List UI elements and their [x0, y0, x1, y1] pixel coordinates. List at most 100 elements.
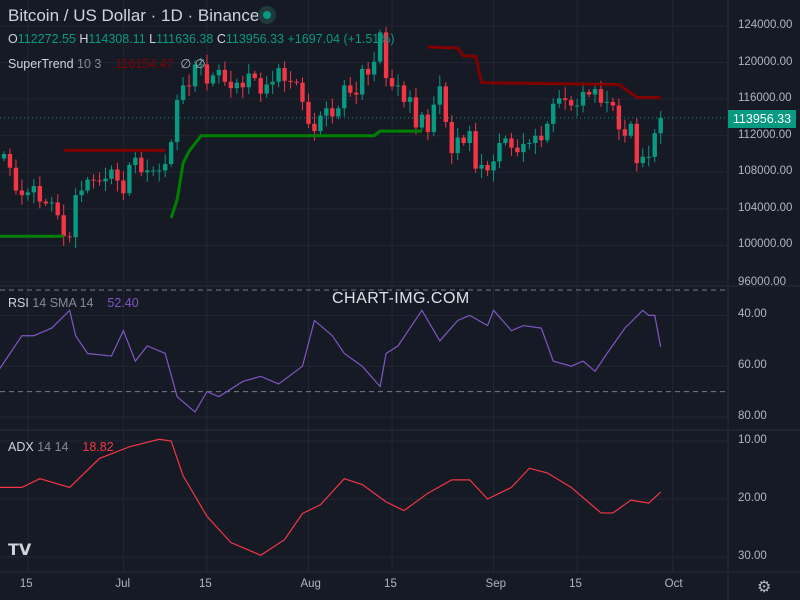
rsi-tick-label: 60.00 [738, 359, 767, 372]
candle-body [7, 153, 13, 168]
adx-line [0, 438, 662, 556]
candle-body [174, 100, 180, 143]
candle-body [425, 114, 431, 133]
candle-body [157, 170, 162, 172]
candle-body [204, 64, 210, 84]
adx-tick-label: 20.00 [738, 492, 767, 504]
candle-body [133, 157, 138, 165]
candle-body [55, 202, 60, 216]
candle-body [377, 32, 383, 62]
candle-body [515, 147, 520, 153]
candle-body [79, 190, 84, 196]
candle-body [109, 169, 114, 179]
candle-body [192, 64, 198, 87]
candle-body [276, 68, 281, 82]
candle-body [557, 98, 562, 104]
candle-body [521, 143, 526, 153]
tradingview-logo-icon[interactable]: 𝗧𝗩 [8, 542, 32, 559]
x-tick-label: 15 [19, 578, 33, 590]
candle-body [180, 85, 186, 101]
candle-body [264, 84, 269, 94]
price-tick-label: 112000.00 [738, 128, 792, 141]
candle-body [145, 170, 150, 173]
candle-body [419, 114, 425, 128]
adx-tick-label: 30.00 [738, 550, 767, 562]
candle-body [97, 180, 102, 182]
candle-body [574, 105, 580, 107]
ohlc-readout: O112272.55 H114308.11 L111636.38 C113956… [8, 32, 395, 46]
candle-body [533, 135, 538, 144]
x-tick-label: 15 [198, 578, 212, 590]
candle-body [43, 201, 48, 204]
x-tick-label: 15 [384, 578, 397, 590]
candle-body [216, 69, 222, 76]
candle-body [610, 101, 616, 106]
candle-body [360, 68, 365, 95]
settings-gear-icon[interactable]: ⚙ [757, 579, 772, 596]
symbol-title[interactable]: Bitcoin / US Dollar · 1D · Binance [8, 6, 260, 25]
rsi-tick-label: 80.00 [738, 410, 767, 422]
candle-body [455, 137, 460, 154]
candle-body [31, 185, 37, 193]
adx-tick-label: 10.00 [738, 434, 767, 446]
candle-body [551, 103, 556, 124]
candle-body [491, 161, 496, 171]
candle-body [371, 61, 377, 75]
supertrend-up-line [169, 129, 422, 219]
candle-body [228, 81, 234, 89]
candle-body [85, 179, 90, 191]
rsi-line [0, 309, 662, 413]
candle-body [168, 142, 174, 165]
candle-body [139, 157, 144, 173]
x-tick-label: Oct [664, 578, 683, 590]
candle-body [467, 131, 472, 144]
candle-body [646, 156, 651, 158]
candle-body [115, 169, 120, 181]
candle-body [162, 164, 168, 171]
candle-body [503, 138, 508, 144]
candle-body [652, 133, 657, 157]
candle-body [103, 178, 108, 182]
candle-body [622, 129, 628, 136]
candle-body [479, 164, 484, 169]
candle-body [539, 135, 544, 141]
candle-body [342, 85, 347, 109]
candle-body [640, 156, 645, 164]
candle-body [91, 179, 96, 181]
candle-body [497, 143, 502, 162]
candle-body [437, 86, 443, 105]
candle-body [461, 137, 466, 144]
candle-body [586, 91, 592, 95]
candle-body [151, 170, 156, 172]
candle-body [127, 164, 132, 194]
candle-body [509, 138, 514, 148]
candle-body [240, 82, 245, 88]
candle-body [485, 164, 490, 171]
supertrend-legend[interactable]: SuperTrend 10 3 116154.47 ∅ ∅ [8, 57, 206, 71]
candle-body [562, 98, 568, 101]
candle-body [252, 73, 257, 79]
candle-body [330, 108, 335, 117]
candle-body [306, 101, 311, 124]
price-tick-label: 116000.00 [738, 92, 792, 105]
candle-body [598, 89, 604, 103]
candle-body [210, 75, 216, 84]
candle-body [186, 85, 192, 87]
candle-body [198, 64, 204, 66]
candle-body [365, 68, 371, 75]
candle-body [288, 80, 293, 82]
candle-body [383, 32, 389, 79]
candle-body [61, 215, 66, 237]
candle-body [19, 190, 25, 196]
watermark: CHART-IMG.COM [332, 290, 470, 307]
price-tick-label: 104000.00 [738, 201, 793, 214]
price-tick-label: 96000.00 [738, 276, 786, 288]
adx-legend[interactable]: ADX 14 14 18.82 [8, 440, 114, 454]
x-tick-label: Jul [115, 578, 131, 590]
rsi-legend[interactable]: RSI 14 SMA 14 52.40 [8, 296, 139, 310]
candle-body [282, 68, 287, 81]
price-tick-label: 108000.00 [738, 165, 793, 178]
x-tick-label: Sep [485, 578, 506, 590]
candle-body [348, 85, 353, 93]
